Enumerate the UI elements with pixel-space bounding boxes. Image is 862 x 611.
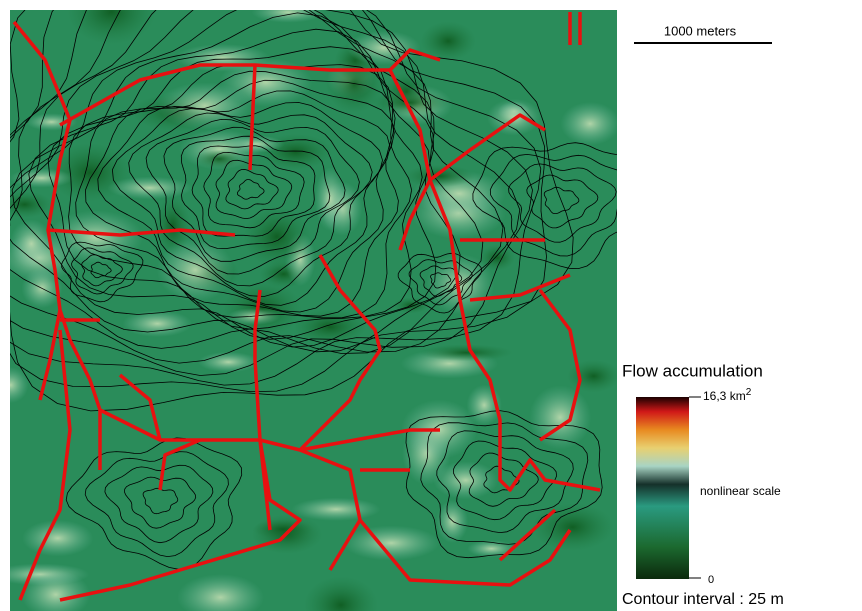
light-patch — [10, 168, 74, 187]
light-patch — [22, 520, 93, 557]
legend-min-label: 0 — [708, 574, 714, 586]
legend-title: Flow accumulation — [622, 361, 763, 380]
legend-middle-label: nonlinear scale — [700, 484, 781, 498]
dark-patch — [531, 503, 613, 551]
dark-patch — [419, 344, 513, 361]
scale-bar-label: 1000 meters — [664, 23, 737, 38]
contour-note: Contour interval : 25 m — [622, 591, 784, 608]
legend-max-exponent: 2 — [746, 387, 752, 398]
page: 1000 meters Flow accumulation 16,3 km2 n… — [0, 0, 862, 611]
light-patch — [433, 461, 498, 499]
light-patch — [198, 352, 259, 372]
legend-max-text: 16,3 km — [703, 389, 746, 403]
light-patch — [560, 102, 619, 146]
light-patch — [292, 498, 381, 521]
light-patch — [10, 219, 53, 268]
legend-max-label: 16,3 km2 — [703, 387, 752, 404]
dark-patch — [567, 360, 620, 393]
dark-patch — [243, 206, 311, 267]
color-bar — [636, 397, 689, 579]
light-patch — [436, 500, 468, 543]
light-patch — [252, 2, 325, 23]
light-patch — [107, 177, 192, 200]
terrain-map — [0, 0, 647, 611]
dark-patch — [196, 150, 243, 169]
